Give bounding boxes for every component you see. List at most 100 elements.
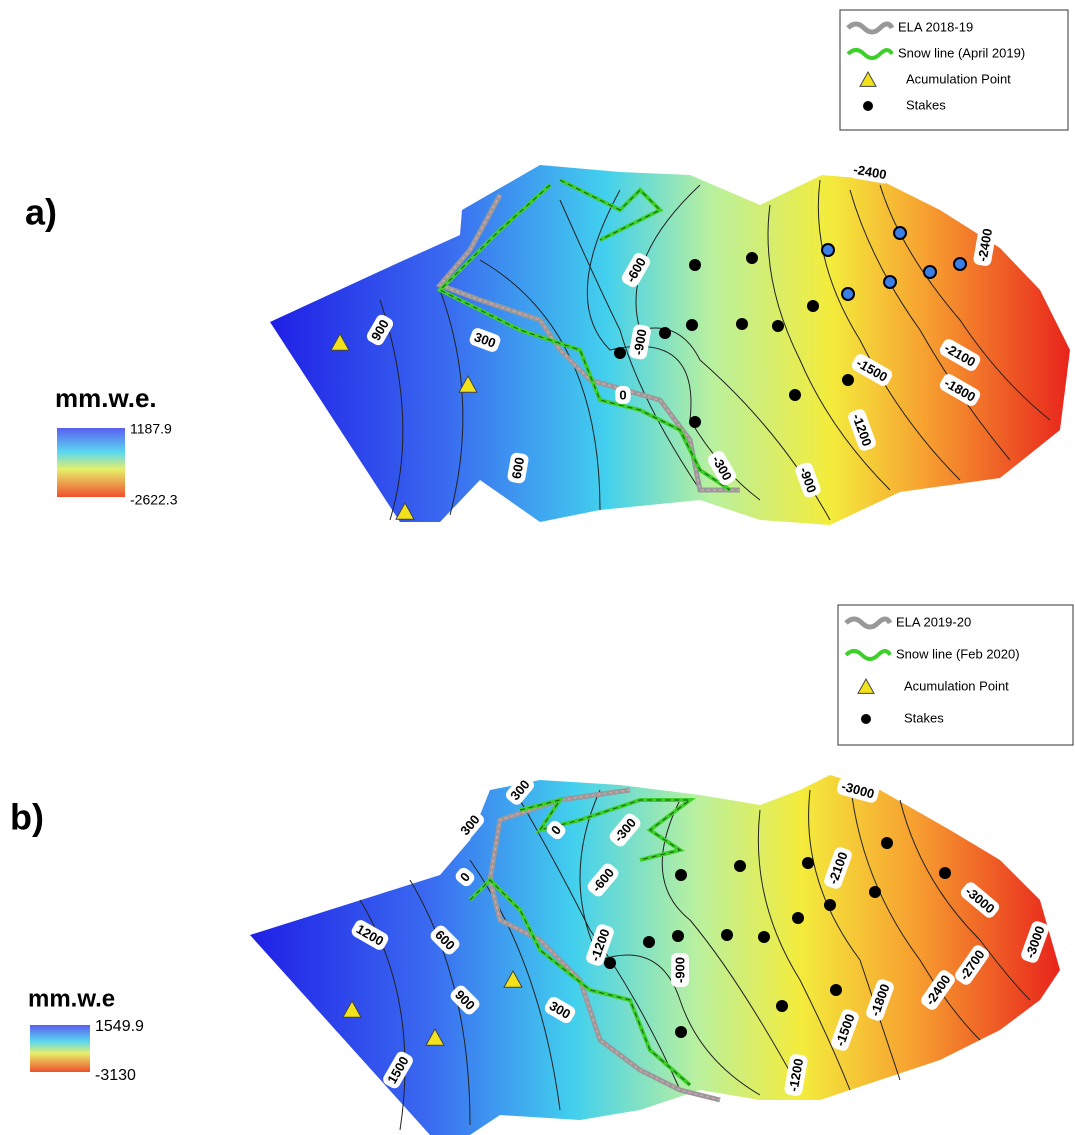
contour-line	[359, 899, 406, 1131]
contour-label-box	[506, 775, 534, 805]
contour-label-box	[507, 452, 529, 484]
contour-label-text: -2400	[852, 162, 887, 183]
contour-label-box	[629, 324, 651, 360]
stake	[792, 912, 804, 924]
contour-label-box	[546, 820, 566, 840]
stake	[672, 930, 684, 942]
contour-label: -2400	[849, 160, 891, 184]
stake	[923, 265, 937, 279]
contour-line	[899, 799, 1031, 1001]
stake	[604, 957, 616, 969]
stake	[614, 347, 626, 359]
stake	[675, 1026, 687, 1038]
stake	[830, 984, 842, 996]
contour-label-box	[621, 252, 651, 288]
stake	[824, 899, 836, 911]
legend-label: Snow line (April 2019)	[898, 45, 1025, 60]
legend-label: Stakes	[906, 97, 946, 112]
contour-label: -900	[629, 324, 651, 360]
stake	[881, 837, 893, 849]
contour-label-box	[707, 450, 737, 486]
contour-label-text: -2400	[975, 227, 996, 262]
accumulation-point	[503, 969, 523, 988]
contour-label-text: -900	[672, 957, 687, 983]
legend-label: ELA 2019-20	[896, 614, 971, 629]
legend-label: Acumulation Point	[904, 678, 1009, 693]
contour-label-box	[587, 863, 619, 897]
legend-line	[846, 48, 894, 60]
contour-label: -3000	[837, 777, 879, 803]
contour-label-text: 0	[619, 387, 626, 402]
contour-label-box	[430, 925, 460, 955]
accumulation-point	[857, 677, 875, 694]
contour-label-box	[450, 985, 480, 1015]
contour-label: -1500	[851, 354, 893, 386]
stake	[776, 1000, 788, 1012]
stake	[893, 226, 907, 240]
contour-label-box	[544, 996, 576, 1024]
contour-label-box	[455, 867, 475, 887]
legend-dot	[861, 714, 871, 724]
legend-dot	[863, 101, 873, 111]
contour-line	[849, 779, 981, 1041]
contour-label-box	[795, 462, 821, 498]
contour-label-box	[671, 952, 689, 988]
stake	[659, 327, 671, 339]
accumulation-point	[395, 501, 415, 520]
contour-label-text: -900	[630, 328, 649, 356]
stake	[734, 860, 746, 872]
stake	[807, 300, 819, 312]
contour-label: -2400	[973, 224, 997, 266]
accumulation-point	[458, 374, 478, 393]
stake	[939, 867, 951, 879]
stake	[675, 869, 687, 881]
stake	[746, 252, 758, 264]
stake	[789, 389, 801, 401]
glacier-surface	[250, 775, 1060, 1135]
stake	[953, 257, 967, 271]
stake	[721, 929, 733, 941]
stake	[689, 416, 701, 428]
contour-label-box	[848, 409, 876, 451]
contour-label-box	[366, 314, 394, 346]
contour-label-box	[866, 979, 894, 1021]
contour-label-box	[609, 813, 641, 847]
stake	[736, 318, 748, 330]
contour-label-box	[351, 920, 389, 950]
panel-label: a)	[25, 192, 57, 233]
contour-label-box	[939, 339, 981, 371]
stake	[842, 374, 854, 386]
contour-label-box	[456, 810, 484, 840]
contour-label-box	[851, 354, 893, 386]
colorbar-title: mm.w.e	[28, 985, 115, 1012]
contour-label: -1200	[784, 1054, 808, 1096]
colorbar-title: mm.w.e.	[55, 383, 157, 413]
contour-label-box	[469, 328, 501, 352]
contour-label: 600	[507, 452, 529, 484]
contour-label-box	[849, 160, 891, 184]
contour-label-box	[939, 374, 981, 406]
accumulation-point	[425, 1027, 445, 1046]
contour-label-box	[824, 847, 852, 889]
contour-label: -900	[795, 462, 821, 498]
contour-label-box	[1021, 921, 1049, 963]
legend-box	[837, 604, 1074, 746]
contour-line	[635, 184, 831, 521]
panel-label: b)	[10, 797, 44, 838]
colorbar-min: -2622.3	[130, 492, 178, 508]
stake	[772, 320, 784, 332]
contour-line	[879, 184, 1051, 421]
stake	[689, 259, 701, 271]
contour-line	[757, 809, 851, 1091]
contour-line	[519, 799, 681, 1091]
legend-label: Stakes	[904, 710, 944, 725]
stake	[883, 275, 897, 289]
stake	[758, 931, 770, 943]
contour-label-box	[831, 1009, 859, 1051]
stake	[686, 319, 698, 331]
contour-label-box	[837, 777, 879, 803]
contour-label-box	[960, 882, 1000, 918]
accumulation-point	[330, 332, 350, 351]
